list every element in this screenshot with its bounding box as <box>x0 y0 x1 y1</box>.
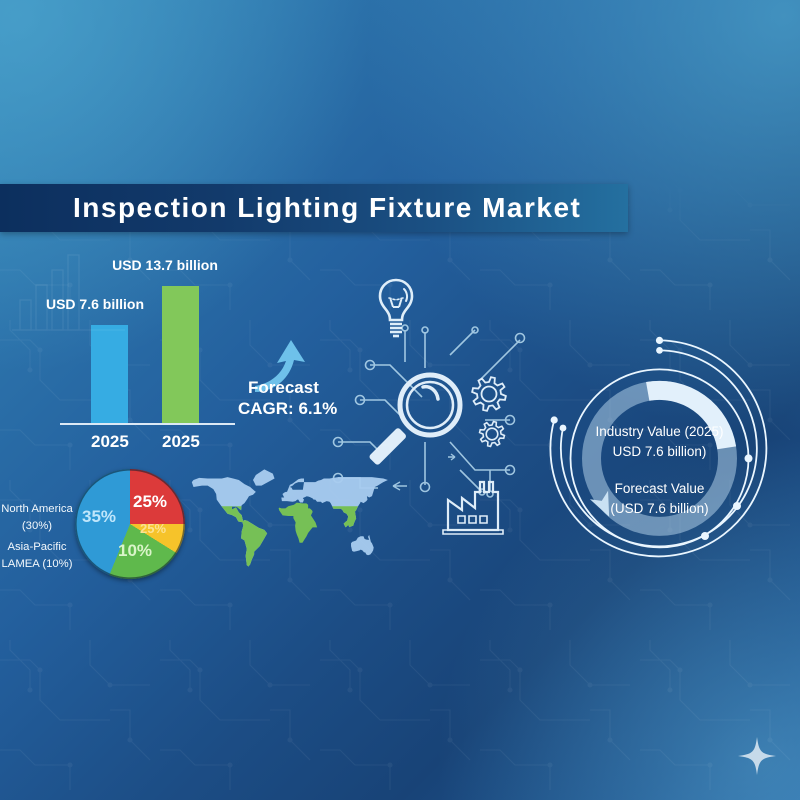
svg-text:USD 7.6 billion): USD 7.6 billion) <box>613 444 707 459</box>
svg-text:(USD 7.6 billion): (USD 7.6 billion) <box>610 501 708 516</box>
svg-text:Industry Value (2025): Industry Value (2025) <box>595 424 723 439</box>
svg-text:Forecast Value: Forecast Value <box>615 481 705 496</box>
